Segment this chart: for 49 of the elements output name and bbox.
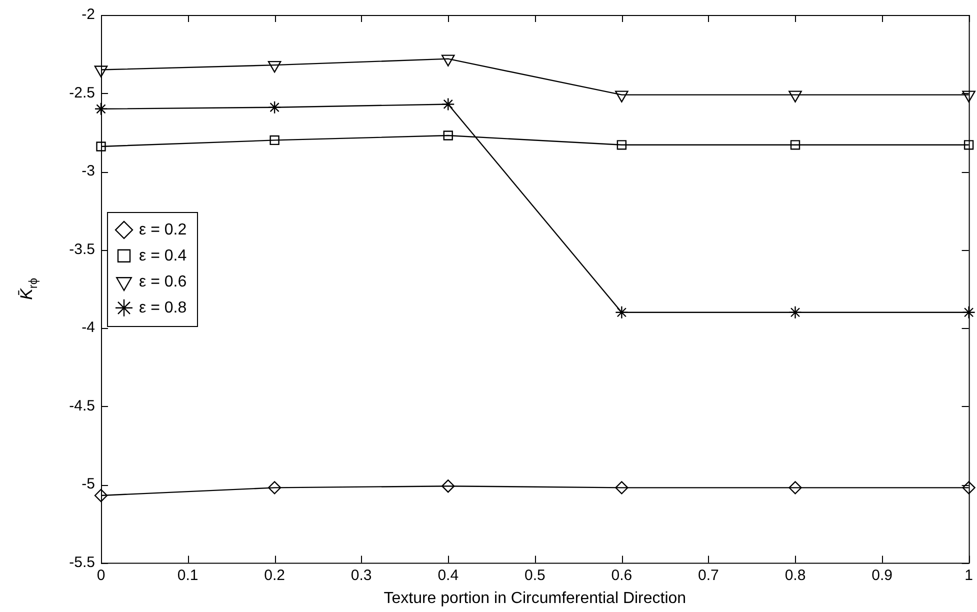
point [788, 481, 802, 494]
x-tick-label: 0.1 [177, 566, 198, 584]
x-tick-label: 0.4 [438, 566, 459, 584]
point [615, 90, 628, 102]
point [94, 102, 108, 116]
x-tick-label: 0.8 [784, 566, 806, 584]
point [962, 90, 976, 102]
y-tick-label: -5 [82, 476, 95, 493]
y-axis-title: K̄rϕ [17, 278, 40, 300]
y-tick-label: -5.5 [69, 554, 95, 571]
point [790, 140, 800, 150]
legend-label: ε = 0.8 [139, 299, 187, 316]
point [962, 306, 976, 319]
x-tick-label: 0.3 [350, 566, 372, 584]
y-tick-label: -4 [82, 319, 95, 336]
point [94, 66, 108, 78]
y-tick-label: -2 [82, 6, 95, 24]
x-axis-title: Texture portion in Circumferential Direction [384, 590, 686, 607]
x-tick-label: 0.6 [611, 566, 632, 584]
x-tick-label: 0.9 [872, 566, 892, 584]
legend-label: ε = 0.4 [139, 247, 187, 264]
point [962, 481, 976, 494]
point [442, 480, 455, 493]
point [616, 140, 627, 150]
point [96, 142, 106, 152]
x-tick-label: 0.2 [264, 566, 285, 584]
point [788, 306, 802, 319]
point [964, 140, 974, 150]
point [268, 481, 282, 494]
point [441, 54, 455, 66]
y-tick-label: -2.5 [69, 84, 95, 102]
point [268, 100, 282, 114]
x-tick-label: 1 [964, 566, 973, 584]
point [268, 60, 282, 73]
legend-label: ε = 0.2 [139, 221, 187, 238]
point [788, 90, 802, 102]
point [94, 488, 108, 502]
x-tick-label: 0.7 [698, 566, 719, 584]
x-tick-label: 0.5 [524, 566, 546, 584]
legend-label: ε = 0.6 [139, 273, 187, 290]
point [615, 306, 628, 319]
y-tick-label: -3.5 [69, 240, 95, 258]
point [442, 98, 455, 111]
y-tick-label: -3 [82, 162, 95, 180]
point [443, 130, 453, 140]
point [270, 135, 280, 146]
x-tick-label: 0 [96, 566, 106, 584]
y-tick-label: -4.5 [69, 397, 95, 414]
point [615, 481, 628, 494]
